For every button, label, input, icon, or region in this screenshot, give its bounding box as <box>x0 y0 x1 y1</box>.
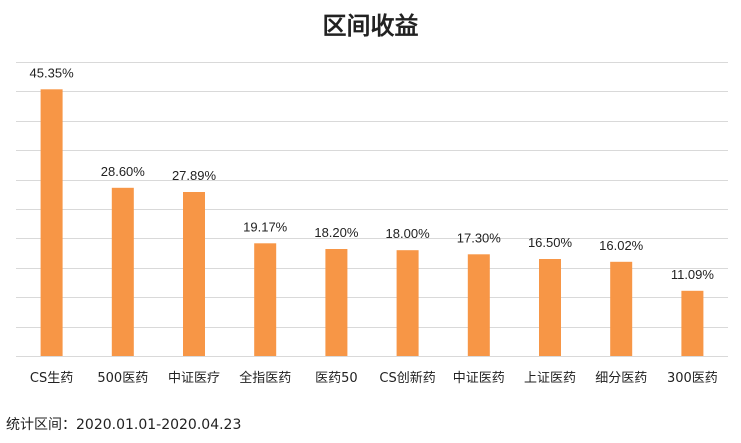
x-tick-label: 中证医药 <box>453 371 505 386</box>
x-tick-label: 500医药 <box>97 371 148 386</box>
x-tick-label: 医药50 <box>315 371 358 386</box>
bar <box>254 243 277 356</box>
x-tick-label: 全指医药 <box>239 370 291 386</box>
data-label: 19.17% <box>243 219 288 234</box>
data-label: 27.89% <box>172 168 217 183</box>
chart-title: 区间收益 <box>322 11 419 40</box>
x-tick-label: CS生药 <box>30 371 73 386</box>
bar <box>396 250 419 356</box>
data-label: 16.50% <box>528 235 573 250</box>
bar <box>111 187 134 356</box>
bar <box>539 259 561 356</box>
x-tick-label: 中证医疗 <box>168 371 220 386</box>
bar <box>325 249 348 356</box>
bar <box>681 290 704 356</box>
data-label: 11.09% <box>671 267 715 282</box>
bar <box>610 261 633 356</box>
footnote-period: 统计区间：2020.01.01-2020.04.23 <box>6 417 242 433</box>
data-label: 17.30% <box>457 230 502 245</box>
data-label: 18.20% <box>314 225 359 240</box>
bar <box>467 254 490 356</box>
x-tick-label: 300医药 <box>667 371 718 386</box>
bar <box>183 192 205 356</box>
data-label: 18.00% <box>386 226 431 241</box>
data-label: 28.60% <box>101 164 146 179</box>
x-tick-label: CS创新药 <box>379 370 435 386</box>
data-label: 16.02% <box>599 238 644 253</box>
x-tick-label: 上证医药 <box>524 371 576 386</box>
bar <box>40 89 63 357</box>
data-label: 45.35% <box>30 65 75 80</box>
x-tick-label: 细分医药 <box>595 371 647 386</box>
